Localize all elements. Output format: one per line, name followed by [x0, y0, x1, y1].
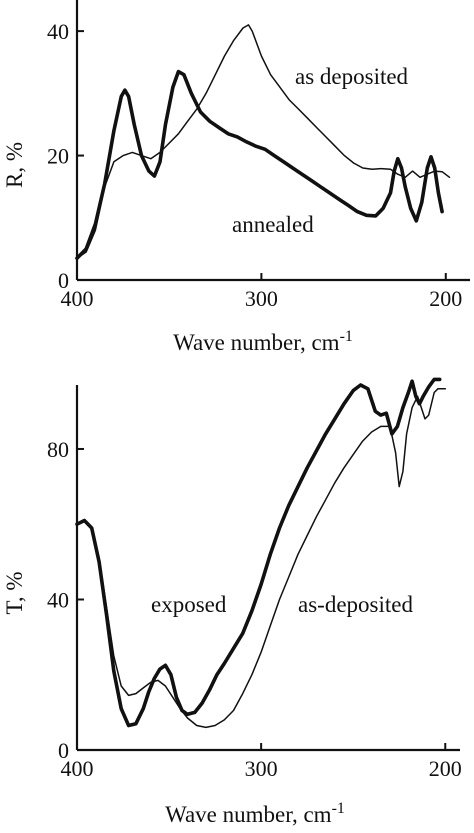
- reflectance-y-tick-label: 40: [47, 19, 69, 44]
- reflectance-y-tick-label: 0: [58, 268, 69, 293]
- transmittance-x-tick-label: 200: [429, 756, 462, 781]
- reflectance-y-tick-label: 20: [47, 144, 69, 169]
- transmittance-x-axis-title-main: Wave number, cm: [165, 802, 332, 827]
- reflectance-x-axis-title-sup: -1: [340, 328, 353, 345]
- annotation-as-deposited: as deposited: [295, 64, 409, 89]
- reflectance-x-tick-label: 300: [245, 286, 278, 311]
- annotation-exposed: exposed: [151, 592, 227, 617]
- reflectance-x-axis-title-main: Wave number, cm: [173, 330, 340, 355]
- transmittance-series: [75, 377, 447, 729]
- transmittance-y-tick-label: 40: [47, 587, 69, 612]
- transmittance-x-tick-label: 400: [61, 756, 94, 781]
- transmittance-axes: [75, 385, 460, 752]
- transmittance-y-tick-label: 80: [47, 437, 69, 462]
- reflectance-y-axis-title: R, %: [2, 142, 27, 188]
- transmittance-y-tick-label: 0: [58, 738, 69, 763]
- reflectance-axes: [75, 0, 470, 282]
- reflectance-x-tick-label: 200: [429, 286, 462, 311]
- transmittance-x-axis-title: Wave number, cm-1: [165, 800, 345, 827]
- annotation-as-deposited-t: as-deposited: [298, 592, 413, 617]
- reflectance-panel: 400 300 200 0 20 40 R, % Wave number, cm-1 as…: [2, 0, 470, 355]
- transmittance-series-as-deposited: [76, 388, 447, 729]
- reflectance-x-tick-label: 400: [61, 286, 94, 311]
- reflectance-x-axis-title: Wave number, cm-1: [173, 328, 353, 355]
- transmittance-y-axis-title: T, %: [2, 571, 27, 614]
- reflectance-tick-labels: 400 300 200 0 20 40: [47, 19, 462, 311]
- transmittance-x-tick-label: 300: [245, 756, 278, 781]
- annotation-annealed: annealed: [232, 212, 314, 237]
- transmittance-tick-marks: [76, 447, 447, 751]
- reflectance-tick-marks: [76, 30, 447, 281]
- reflectance-series: [75, 24, 451, 260]
- transmittance-x-axis-title-sup: -1: [332, 800, 345, 817]
- transmittance-series-exposed: [75, 377, 442, 728]
- transmittance-panel: 400 300 200 0 40 80 T, % Wave number, cm-1 ex…: [2, 377, 462, 827]
- reflectance-series-annealed: [75, 69, 444, 260]
- transmittance-tick-labels: 400 300 200 0 40 80: [47, 437, 462, 781]
